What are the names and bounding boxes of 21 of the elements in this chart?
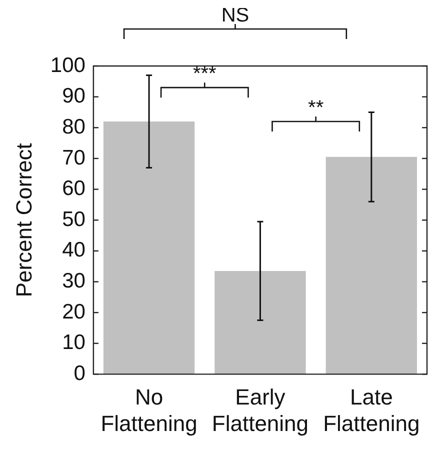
y-tick-label: 20 — [62, 300, 86, 324]
bar — [214, 270, 306, 374]
y-tick-label: 30 — [62, 270, 86, 293]
bar — [326, 156, 417, 374]
bar — [103, 121, 195, 374]
annotation: ** — [308, 96, 324, 119]
y-tick-label: 60 — [62, 177, 86, 200]
y-tick-label: 10 — [62, 331, 86, 354]
x-tick-label: Late Flattening — [323, 384, 420, 436]
y-tick-label: 80 — [62, 115, 86, 138]
x-tick-label: Early Flattening — [212, 384, 309, 436]
y-tick-label: 100 — [50, 54, 86, 77]
y-tick-label: 90 — [62, 84, 86, 108]
y-tick-label: 40 — [62, 238, 86, 262]
y-tick-label: 50 — [62, 208, 86, 231]
y-tick-label: 70 — [62, 146, 86, 170]
x-tick-label: No Flattening — [100, 384, 198, 436]
annotation: *** — [192, 63, 217, 86]
text: NS — [221, 4, 250, 27]
y-axis-title: Percent Correct — [11, 143, 36, 298]
y-tick-label: 0 — [74, 362, 86, 385]
